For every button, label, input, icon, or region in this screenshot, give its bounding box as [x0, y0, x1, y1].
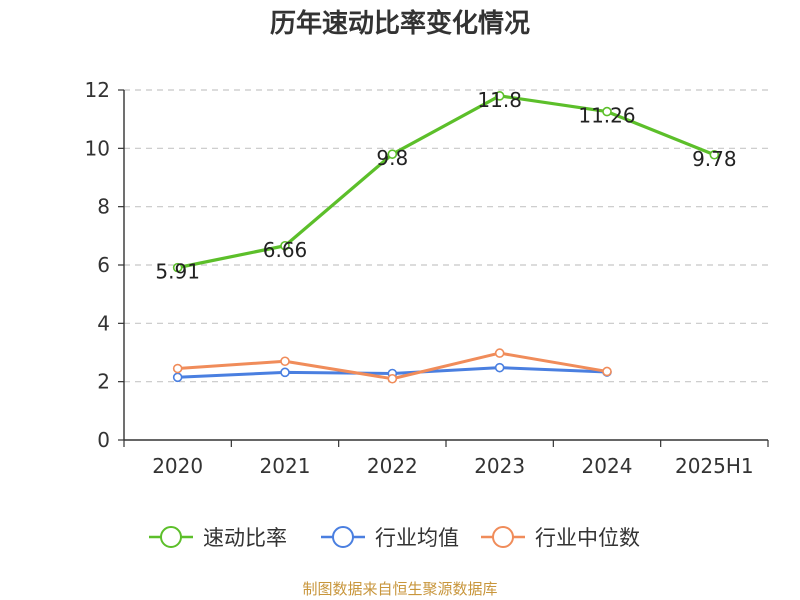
series-point[interactable] — [494, 348, 505, 358]
series-point[interactable] — [172, 262, 183, 273]
x-tick-label: 2020 — [152, 454, 203, 478]
source-note: 制图数据来自恒生聚源数据库 — [302, 580, 497, 598]
legend-marker-icon — [332, 526, 354, 548]
series-point[interactable] — [602, 106, 612, 117]
series-point[interactable] — [280, 356, 290, 367]
y-tick-label: 10 — [85, 136, 110, 160]
series-point[interactable] — [387, 373, 398, 384]
axes: 0 2 4 6 8 10 12 2020 2021 2022 2023 2024 2025H1 — [85, 78, 769, 478]
data-label: 11.8 — [477, 88, 522, 112]
grid-lines — [124, 89, 768, 383]
y-tick-label: 4 — [97, 311, 110, 335]
x-tick-label: 2024 — [582, 454, 633, 478]
data-label: 9.78 — [692, 147, 737, 171]
x-tick-label: 2025H1 — [675, 454, 754, 478]
legend-label: 行业中位数 — [535, 526, 640, 550]
legend-marker-icon — [160, 526, 182, 548]
data-label: 11.26 — [578, 104, 635, 128]
legend-label: 速动比率 — [203, 526, 287, 550]
series-point[interactable] — [280, 240, 290, 251]
series-point[interactable] — [709, 149, 720, 160]
x-tick-label: 2022 — [367, 454, 418, 478]
series-point[interactable] — [494, 362, 505, 373]
x-tick-label: 2021 — [260, 454, 311, 478]
legend-label: 行业均值 — [375, 526, 459, 550]
series-line — [176, 94, 716, 270]
y-tick-label: 0 — [97, 428, 110, 452]
series-point[interactable] — [172, 363, 183, 374]
x-tick-label: 2023 — [474, 454, 525, 478]
legend[interactable]: 速动比率 行业均值 行业中位数 — [149, 526, 640, 550]
y-tick-label: 6 — [97, 253, 110, 277]
y-tick-label: 12 — [85, 78, 110, 102]
data-label: 9.8 — [376, 146, 408, 170]
series-point[interactable] — [602, 366, 612, 377]
data-labels: 5.91 6.66 9.8 11.8 11.26 9.78 — [155, 88, 736, 284]
data-label: 6.66 — [263, 238, 308, 262]
legend-item[interactable]: 速动比率 — [149, 526, 287, 550]
y-tick-label: 8 — [97, 195, 110, 219]
chart-title: 历年速动比率变化情况 — [270, 8, 530, 39]
legend-marker-icon — [492, 526, 514, 548]
legend-item[interactable]: 行业均值 — [321, 526, 459, 550]
y-tick-label: 2 — [97, 370, 110, 394]
data-label: 5.91 — [155, 260, 200, 284]
series-point[interactable] — [172, 372, 183, 383]
series-point[interactable] — [387, 149, 398, 159]
series-point[interactable] — [494, 91, 505, 101]
series-point[interactable] — [280, 367, 290, 378]
series-lines — [172, 91, 720, 384]
legend-item[interactable]: 行业中位数 — [481, 526, 640, 550]
